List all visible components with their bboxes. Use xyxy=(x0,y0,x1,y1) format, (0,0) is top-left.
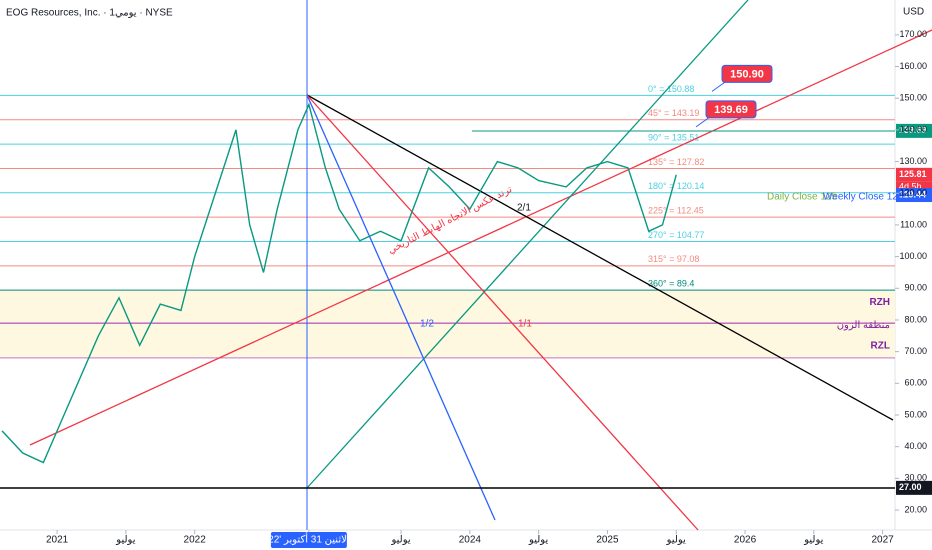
gann-level-label: 135° = 127.82 xyxy=(648,157,704,167)
y-tick-label: 170.00 xyxy=(899,29,927,39)
gann-level-label: 90° = 135.51 xyxy=(648,132,699,142)
currency: USD xyxy=(903,7,924,18)
trend-label: ترند عكس الاتجاه الهابط التاريخي xyxy=(386,184,514,256)
y-tick-label: 160.00 xyxy=(899,61,927,71)
close-label: Daily Close 125 xyxy=(767,192,837,203)
gann-level-label: 360° = 89.4 xyxy=(648,279,694,289)
x-tick-label: 2026 xyxy=(734,535,757,546)
price-tag-label: 125.81 xyxy=(899,169,927,179)
gann-level-label: 315° = 97.08 xyxy=(648,254,699,264)
gann-level-label: 180° = 120.14 xyxy=(648,181,704,191)
gann-level-label: 45° = 143.19 xyxy=(648,108,699,118)
y-tick-label: 70.00 xyxy=(904,346,927,356)
x-tick-label: 2027 xyxy=(871,535,894,546)
y-tick-label: 140.00 xyxy=(899,124,927,134)
crosshair-date-bg xyxy=(270,532,347,548)
ratio-label: 2/1 xyxy=(517,203,531,214)
callout-label: 139.69 xyxy=(714,104,748,116)
gann-level-label: 0° = 150.88 xyxy=(648,84,694,94)
x-tick-label: الاثنين 31 أكتوبر '22 xyxy=(268,533,349,546)
y-tick-label: 60.00 xyxy=(904,378,927,388)
price-tag xyxy=(896,480,932,495)
callout-pointer xyxy=(711,80,727,92)
zone-label: منطقة الزون xyxy=(837,320,890,331)
price-tag xyxy=(896,167,932,182)
gann-line xyxy=(306,0,749,489)
y-tick-label: 130.00 xyxy=(899,156,927,166)
zone-label: RZH xyxy=(869,297,890,308)
x-tick-label: يوليو xyxy=(115,535,135,546)
x-tick-label: يوليو xyxy=(528,535,548,546)
trend-line xyxy=(29,29,932,446)
callout xyxy=(721,64,773,83)
x-tick-label: يوليو xyxy=(390,535,410,546)
close-label: Weekly Close 125 xyxy=(823,192,904,203)
x-tick-label: يوليو xyxy=(803,535,823,546)
callout-label: 150.90 xyxy=(730,68,764,80)
y-tick-label: 120.00 xyxy=(899,188,927,198)
ratio-label: 1/1 xyxy=(518,319,532,330)
y-tick-label: 90.00 xyxy=(904,283,927,293)
x-tick-label: يوليو xyxy=(666,535,686,546)
gann-line xyxy=(306,94,496,521)
y-tick-label: 50.00 xyxy=(904,409,927,419)
countdown: 4d 5h xyxy=(899,182,922,192)
gann-level-label: 225° = 112.45 xyxy=(648,206,704,216)
y-tick-label: 30.00 xyxy=(904,473,927,483)
countdown-bg xyxy=(896,181,932,193)
price-tag-label: 27.00 xyxy=(899,482,922,492)
price-scale-bg xyxy=(895,0,932,550)
y-tick-label: 150.00 xyxy=(899,93,927,103)
y-tick-label: 40.00 xyxy=(904,441,927,451)
y-tick-label: 110.00 xyxy=(900,219,927,229)
y-tick-label: 20.00 xyxy=(904,504,927,514)
gann-line xyxy=(306,94,894,421)
price-tag xyxy=(896,188,932,203)
zone xyxy=(0,290,895,358)
price-line xyxy=(1,102,677,464)
gann-level-label: 270° = 104.77 xyxy=(648,230,704,240)
y-tick-label: 80.00 xyxy=(904,314,927,324)
x-tick-label: 2022 xyxy=(184,535,207,546)
symbol-title: EOG Resources, Inc. · 1يومي · NYSE xyxy=(6,8,173,19)
zone-label: RZL xyxy=(871,341,890,352)
price-tag-label: 139.69 xyxy=(899,125,927,135)
price-tag xyxy=(896,123,932,138)
x-tick-label: 2021 xyxy=(46,535,69,546)
callout-pointer xyxy=(695,116,711,128)
price-tag-label: 119.44 xyxy=(899,189,926,199)
x-tick-label: 2024 xyxy=(459,535,482,546)
y-tick-label: 100.00 xyxy=(899,251,927,261)
callout xyxy=(705,100,757,119)
x-tick-label: 2025 xyxy=(596,535,619,546)
gann-line xyxy=(306,94,699,531)
ratio-label: 1/2 xyxy=(420,319,434,330)
